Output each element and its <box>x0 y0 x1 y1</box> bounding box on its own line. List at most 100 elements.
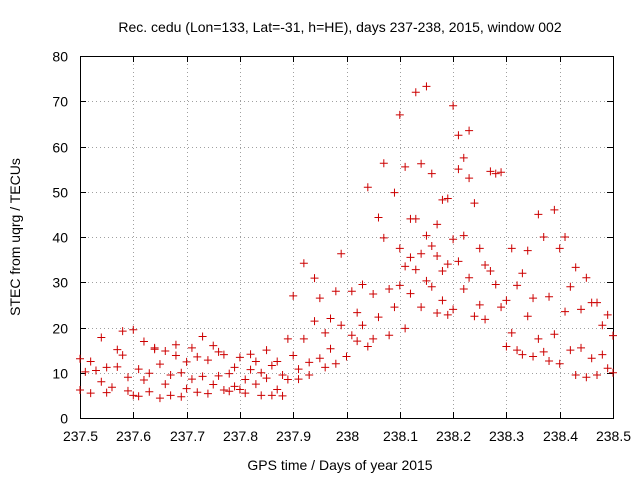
data-point-marker <box>523 312 532 321</box>
data-point-marker <box>438 266 447 275</box>
data-point-marker <box>475 300 484 309</box>
data-point-marker <box>129 391 138 400</box>
data-point-marker <box>566 282 575 291</box>
data-point-marker <box>267 361 276 370</box>
data-point-marker <box>507 328 516 337</box>
y-tick-label: 50 <box>52 185 68 201</box>
data-point-marker <box>209 341 218 350</box>
chart-title: Rec. cedu (Lon=133, Lat=-31, h=HE), days… <box>118 19 561 35</box>
data-point-marker <box>171 351 180 360</box>
y-tick-label: 10 <box>52 366 68 382</box>
data-point-marker <box>145 387 154 396</box>
data-point-marker <box>465 174 474 183</box>
y-tick-label: 80 <box>52 49 68 65</box>
x-tick-label: 238.4 <box>543 428 578 444</box>
data-points <box>76 82 617 403</box>
data-point-marker <box>177 392 186 401</box>
data-point-marker <box>91 366 100 375</box>
data-point-marker <box>369 290 378 299</box>
data-point-marker <box>187 343 196 352</box>
data-point-marker <box>315 294 324 303</box>
data-point-marker <box>374 313 383 322</box>
data-point-marker <box>609 331 617 340</box>
data-point-marker <box>171 340 180 349</box>
data-point-marker <box>134 392 143 401</box>
data-point-marker <box>571 263 580 272</box>
data-point-marker <box>395 281 404 290</box>
data-point-marker <box>123 373 132 382</box>
data-point-marker <box>235 385 244 394</box>
data-point-marker <box>443 310 452 319</box>
data-point-marker <box>529 294 538 303</box>
data-point-marker <box>321 363 330 372</box>
data-point-marker <box>166 371 175 380</box>
data-point-marker <box>321 328 330 337</box>
data-point-marker <box>294 375 303 384</box>
data-point-marker <box>225 369 234 378</box>
data-point-marker <box>337 321 346 330</box>
y-tick-label: 0 <box>60 411 68 427</box>
data-point-marker <box>187 375 196 384</box>
data-point-marker <box>347 287 356 296</box>
data-point-marker <box>459 153 468 162</box>
x-tick-label: 238.2 <box>436 428 471 444</box>
axis-ticks <box>80 56 614 419</box>
data-point-marker <box>283 334 292 343</box>
data-point-marker <box>385 285 394 294</box>
data-point-marker <box>294 365 303 374</box>
data-point-marker <box>86 389 95 398</box>
data-point-marker <box>529 352 538 361</box>
data-point-marker <box>539 233 548 241</box>
data-point-marker <box>246 350 255 359</box>
data-point-marker <box>433 252 442 261</box>
data-point-marker <box>465 273 474 282</box>
data-point-marker <box>326 344 335 353</box>
data-point-marker <box>369 334 378 343</box>
data-point-marker <box>305 358 314 367</box>
data-point-marker <box>225 387 234 396</box>
data-point-marker <box>502 342 511 351</box>
data-point-marker <box>289 291 298 300</box>
data-point-marker <box>433 309 442 318</box>
data-point-marker <box>102 388 111 397</box>
data-point-marker <box>523 246 532 255</box>
x-tick-label: 237.5 <box>63 428 98 444</box>
data-point-marker <box>97 333 106 342</box>
data-point-marker <box>235 353 244 362</box>
data-point-marker <box>107 383 116 392</box>
data-point-marker <box>257 391 266 400</box>
data-point-marker <box>550 205 559 214</box>
data-point-marker <box>177 368 186 377</box>
data-point-marker <box>587 354 596 363</box>
data-point-marker <box>571 371 580 380</box>
data-point-marker <box>353 337 362 346</box>
x-tick-label: 238 <box>336 428 360 444</box>
data-point-marker <box>118 327 127 336</box>
data-point-marker <box>166 391 175 400</box>
data-point-marker <box>486 266 495 275</box>
data-point-marker <box>422 82 431 91</box>
data-point-marker <box>481 261 490 270</box>
data-point-marker <box>337 249 346 258</box>
y-axis-label: STEC from uqrg / TECUs <box>7 158 23 316</box>
data-point-marker <box>491 280 500 289</box>
data-point-marker <box>347 331 356 340</box>
data-point-marker <box>241 375 250 384</box>
data-point-marker <box>326 314 335 323</box>
data-point-marker <box>438 296 447 305</box>
data-point-marker <box>102 363 111 372</box>
y-tick-label: 30 <box>52 275 68 291</box>
data-point-marker <box>449 235 458 244</box>
data-point-marker <box>422 276 431 285</box>
data-point-marker <box>262 374 271 383</box>
data-point-marker <box>475 244 484 253</box>
x-axis-label: GPS time / Days of year 2015 <box>247 457 432 473</box>
data-point-marker <box>507 244 516 253</box>
data-point-marker <box>251 380 260 389</box>
data-point-marker <box>534 334 543 343</box>
data-point-marker <box>491 169 500 178</box>
data-point-marker <box>411 214 420 223</box>
data-point-marker <box>390 303 399 312</box>
